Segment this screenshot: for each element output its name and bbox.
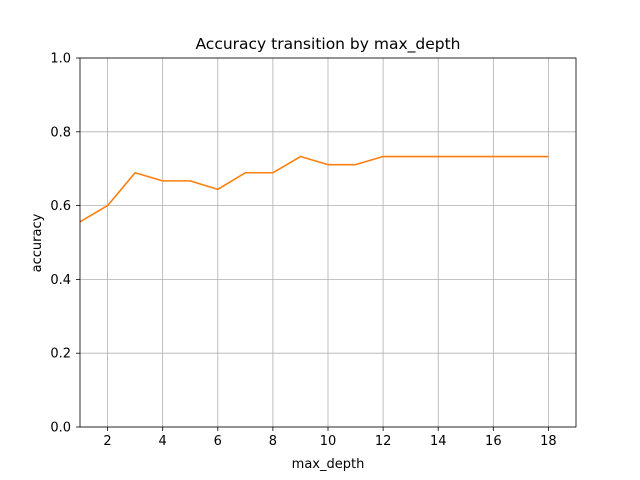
series-line bbox=[79, 155, 549, 223]
series-layer bbox=[79, 155, 549, 223]
y-tick-label: 0.6 bbox=[50, 199, 71, 214]
x-axis-label: max_depth bbox=[292, 457, 365, 472]
x-tick-label: 4 bbox=[159, 434, 167, 449]
y-tick-label: 1.0 bbox=[50, 52, 71, 67]
x-tick-label: 18 bbox=[540, 434, 557, 449]
y-tick-label: 0.2 bbox=[50, 347, 71, 362]
x-tick-label: 12 bbox=[375, 434, 392, 449]
x-tick-label: 14 bbox=[430, 434, 447, 449]
y-tick-label: 0.8 bbox=[50, 125, 71, 140]
chart-title: Accuracy transition by max_depth bbox=[195, 35, 460, 54]
y-tick-label: 0.4 bbox=[50, 273, 71, 288]
y-tick-label: 0.0 bbox=[50, 421, 71, 436]
x-tick-label: 16 bbox=[485, 434, 502, 449]
grid bbox=[80, 57, 576, 428]
x-tick-label: 6 bbox=[214, 434, 222, 449]
y-axis-label: accuracy bbox=[30, 213, 45, 272]
x-tick-label: 8 bbox=[269, 434, 277, 449]
x-tick-label: 10 bbox=[320, 434, 337, 449]
ticks: 2 4 6 8 10 12 14 16 18 0.0 0.2 0.4 0.6 0.8 1.0 bbox=[50, 52, 556, 450]
x-tick-label: 2 bbox=[103, 434, 111, 449]
